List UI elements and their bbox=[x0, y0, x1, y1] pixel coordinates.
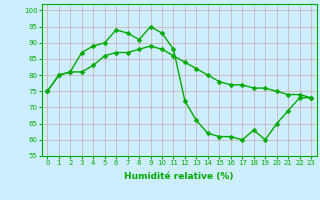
X-axis label: Humidité relative (%): Humidité relative (%) bbox=[124, 172, 234, 181]
